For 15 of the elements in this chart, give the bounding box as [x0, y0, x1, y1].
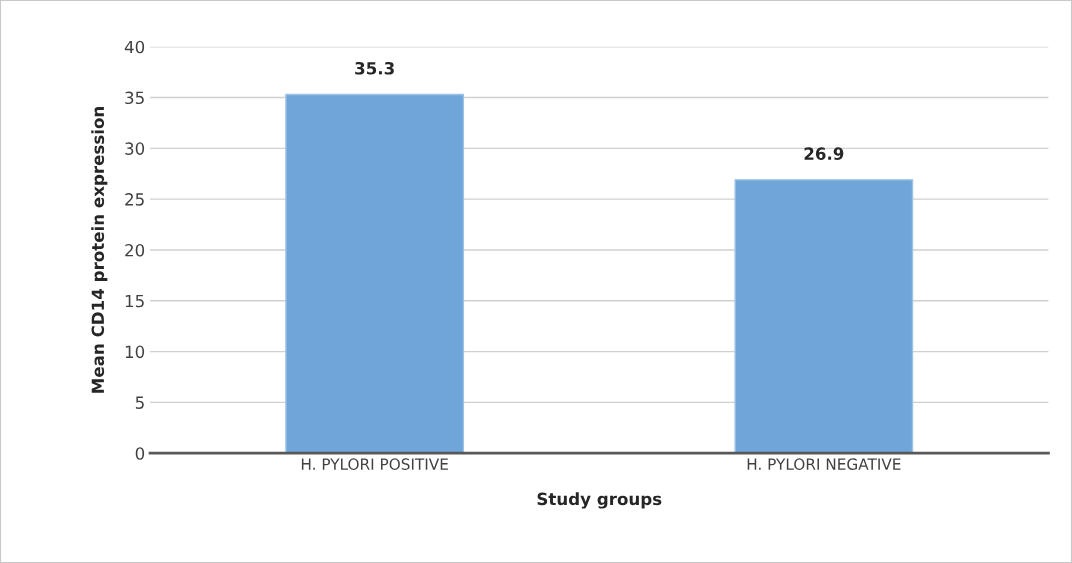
x-tick-label: H. PYLORI POSITIVE [301, 458, 448, 470]
y-tick-label: 10 [125, 345, 145, 359]
y-tick-label: 35 [125, 91, 144, 105]
x-tick-label: H. PYLORI NEGATIVE [747, 458, 901, 470]
x-axis-title: Study groups [537, 492, 662, 509]
y-tick-label: 25 [125, 193, 144, 206]
y-axis-title: Mean CD14 protein expression [91, 107, 108, 393]
data-label: 26.9 [804, 147, 844, 160]
y-tick-label: 15 [125, 294, 144, 308]
y-tick-label: 30 [125, 142, 145, 155]
y-tick-label: 20 [125, 243, 145, 257]
y-tick-label: 5 [135, 396, 144, 409]
y-tick-label: 40 [124, 40, 145, 54]
y-tick-label: 0 [135, 447, 145, 460]
data-label: 35.3 [355, 61, 394, 75]
